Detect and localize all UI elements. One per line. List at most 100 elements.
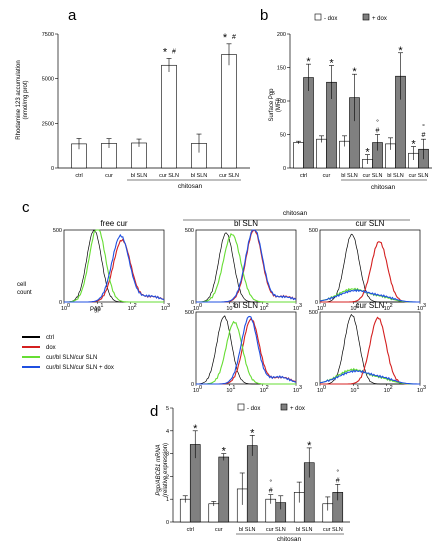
panel-a-xtick-label: bl SLN [191, 173, 208, 179]
panel-d-xtick-label: cur [215, 527, 223, 533]
panel-c-legend-label: cur/bl SLN/cur SLN + dox [46, 365, 114, 371]
panel-b-legend-swatch-plus-dox [362, 13, 370, 21]
panel-a-ytick-label: 7500 [42, 32, 54, 38]
histogram-curve [319, 369, 420, 385]
panel-d-ylabel-line2: (relative expression) [163, 443, 169, 497]
panel-d-ytick-label: 0 [166, 520, 169, 526]
panel-letter-a: a [68, 7, 77, 24]
histogram-ytick-label: 0 [59, 300, 62, 306]
histogram-xtick-label: 10 [128, 306, 134, 312]
histogram-curve [320, 233, 420, 303]
panel-c-legend-label: dox [46, 345, 56, 351]
panel-b-group-label: chitosan [371, 184, 396, 191]
panel-b-bar [303, 77, 314, 169]
histogram-ytick-label: 500 [185, 310, 194, 316]
histogram-curve [196, 232, 296, 303]
histogram-xtick-label: 10 [193, 388, 199, 394]
panel-b-hash-mark: # [376, 128, 380, 135]
panel-b-star-mark: * [306, 56, 311, 68]
panel-b: b Surface Pgp (MFI) - dox + dox 0 50 100 15… [260, 7, 432, 191]
panel-d-group-label: chitosan [277, 536, 302, 543]
histogram-xtick-exponent: 2 [266, 303, 269, 309]
panel-a-ylabel-line2: (nmol/mg prot) [23, 80, 29, 119]
histogram-xtick-exponent: 2 [134, 303, 137, 309]
histogram-ytick-label: 0 [191, 382, 194, 388]
panel-a-hash-mark: # [172, 48, 176, 55]
histogram-xtick-exponent: 2 [390, 385, 393, 391]
panel-c-legend-label: ctrl [46, 335, 54, 341]
panel-b-xtick-label: cur [323, 173, 331, 179]
panel-a-xtick-label: cur [105, 173, 113, 179]
panel-b-xtick-label: bl SLN [341, 173, 358, 179]
panel-c-ylabel-line1: cell [17, 282, 26, 288]
panel-d: d Pgp/ABCB1 mRNA (relative expression) -… [150, 403, 350, 543]
panel-b-star-mark: * [352, 66, 357, 78]
panel-b-ytick-label: 50 [280, 133, 286, 139]
panel-a-star-mark: * [163, 46, 168, 58]
histogram-frame [319, 229, 421, 303]
panel-d-ytick-label: 2 [166, 474, 169, 480]
histogram-xtick-label: 10 [61, 306, 67, 312]
panel-d-xtick-label: cur SLN [323, 527, 343, 533]
histogram-ytick-label: 500 [53, 228, 62, 234]
panel-d-hash-mark: # [336, 477, 340, 484]
histogram-curve [64, 229, 164, 303]
panel-a: a Rhodamine 123 accumulation (nmol/mg pr… [16, 7, 250, 190]
histogram-xtick-exponent: 1 [232, 385, 235, 391]
histogram-xtick-exponent: 1 [356, 385, 359, 391]
histogram-curve [196, 315, 297, 385]
panel-a-bar [161, 64, 177, 169]
histogram-frame [63, 229, 165, 303]
panel-d-circle-mark: ° [269, 479, 272, 487]
panel-d-xtick-label: ctrl [187, 527, 194, 533]
histogram-xtick-exponent: 1 [232, 303, 235, 309]
panel-b-xtick-label: cur SLN [363, 173, 383, 179]
histogram-frame [195, 229, 297, 303]
panel-d-hash-mark: # [269, 488, 273, 495]
panel-d-ytick-label: 1 [166, 497, 169, 503]
histogram-xtick-label: 10 [193, 306, 199, 312]
panel-c-xlabel: Pgp [90, 307, 101, 313]
panel-d-legend: - dox + dox [237, 403, 305, 412]
panel-a-bar [221, 54, 237, 169]
histogram-ytick-label: 500 [185, 228, 194, 234]
panel-b-ytick-label: 0 [283, 166, 286, 172]
histogram-curve [320, 313, 420, 385]
histogram-xtick-label: 10 [94, 306, 100, 312]
panel-b-xtick-label: ctrl [300, 173, 307, 179]
histogram-xtick-label: 10 [317, 388, 323, 394]
panel-b-circle-mark: ° [422, 123, 425, 131]
panel-b-ylabel-line1: Surface Pgp [269, 88, 275, 122]
panel-d-xtick-label: cur SLN [266, 527, 286, 533]
panel-d-bar [218, 456, 230, 523]
panel-a-ytick-label: 2500 [42, 121, 54, 127]
histogram-xtick-exponent: 2 [266, 385, 269, 391]
panel-b-legend: - dox + dox [314, 13, 387, 22]
panel-letter-d: d [150, 403, 158, 420]
panel-d-legend-swatch-plus-dox [280, 403, 288, 411]
histogram-xtick-exponent: 0 [199, 303, 202, 309]
histogram-title: free cur [100, 219, 127, 228]
panel-letter-b: b [260, 7, 268, 24]
histogram-title: bl SLN [234, 219, 258, 228]
panel-b-star-mark: * [398, 45, 403, 57]
histogram-xtick-label: 10 [350, 306, 356, 312]
panel-a-xtick-label: bl SLN [131, 173, 148, 179]
panel-d-legend-plus-dox: + dox [290, 406, 305, 412]
panel-a-group-label: chitosan [178, 183, 203, 190]
histogram-ytick-label: 500 [309, 228, 318, 234]
histogram-xtick-exponent: 3 [299, 385, 302, 391]
panel-a-hash-mark: # [232, 34, 236, 41]
panel-d-legend-swatch-minus-dox [237, 403, 245, 411]
histogram-xtick-exponent: 3 [299, 303, 302, 309]
histogram-xtick-label: 10 [417, 306, 423, 312]
histogram-ytick-label: 0 [191, 300, 194, 306]
panel-a-ylabel-line1: Rhodamine 123 accumulation [16, 60, 22, 139]
histogram-curve [195, 315, 296, 385]
panel-c-ylabel-line2: count [17, 290, 32, 296]
histogram-xtick-label: 10 [161, 306, 167, 312]
histogram-curve [319, 287, 420, 303]
histogram-xtick-exponent: 2 [390, 303, 393, 309]
